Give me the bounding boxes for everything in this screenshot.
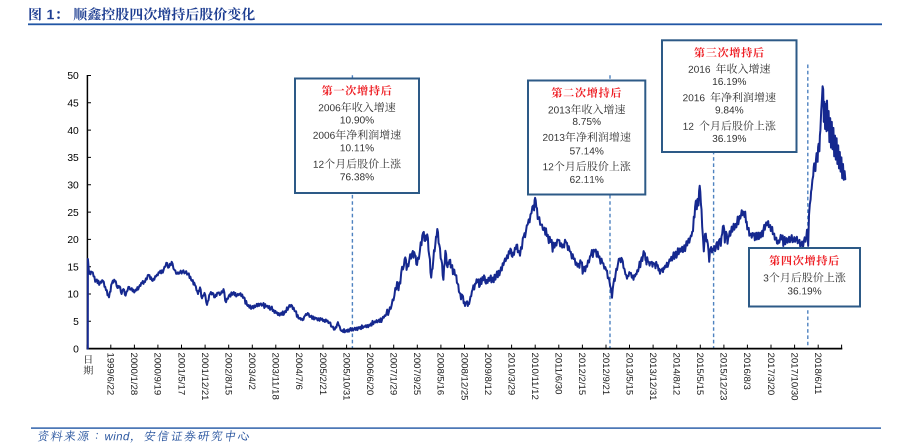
svg-text:2016/8/3: 2016/8/3 xyxy=(741,353,752,390)
svg-text:45: 45 xyxy=(67,99,79,110)
svg-text:2014/8/12: 2014/8/12 xyxy=(671,353,682,396)
svg-text:2003/4/2: 2003/4/2 xyxy=(246,353,257,390)
svg-text:15: 15 xyxy=(67,262,79,273)
svg-text:35: 35 xyxy=(67,153,79,164)
svg-text:2005/10/31: 2005/10/31 xyxy=(340,353,351,401)
svg-text:20: 20 xyxy=(67,235,79,246)
svg-text:2006/6/20: 2006/6/20 xyxy=(364,353,375,396)
svg-text:2008/12/25: 2008/12/25 xyxy=(458,353,469,401)
svg-text:2013/5/15: 2013/5/15 xyxy=(623,353,634,396)
svg-text:2007/1/29: 2007/1/29 xyxy=(388,353,399,396)
svg-text:2015/12/23: 2015/12/23 xyxy=(718,353,729,401)
svg-text:2001/12/21: 2001/12/21 xyxy=(199,353,210,401)
svg-text:2009/8/12: 2009/8/12 xyxy=(482,353,493,396)
svg-text:5: 5 xyxy=(73,317,79,328)
svg-text:2012/9/21: 2012/9/21 xyxy=(600,353,611,396)
svg-text:40: 40 xyxy=(67,126,79,137)
svg-text:2004/7/6: 2004/7/6 xyxy=(293,353,304,390)
svg-text:10: 10 xyxy=(67,290,79,301)
svg-text:2000/9/19: 2000/9/19 xyxy=(152,353,163,396)
svg-text:2000/1/28: 2000/1/28 xyxy=(128,353,139,396)
svg-text:25: 25 xyxy=(67,208,79,219)
svg-text:2001/5/17: 2001/5/17 xyxy=(175,353,186,396)
svg-text:2002/8/15: 2002/8/15 xyxy=(223,353,234,396)
svg-text:2012/2/15: 2012/2/15 xyxy=(576,353,587,396)
svg-text:2015/5/15: 2015/5/15 xyxy=(694,353,705,396)
svg-text:30: 30 xyxy=(67,180,79,191)
svg-text:2013/12/31: 2013/12/31 xyxy=(647,353,658,401)
svg-text:2003/11/18: 2003/11/18 xyxy=(270,353,281,400)
svg-text:2018/6/11: 2018/6/11 xyxy=(812,353,823,395)
svg-text:2017/3/20: 2017/3/20 xyxy=(765,353,776,396)
svg-text:2010/11/12: 2010/11/12 xyxy=(529,353,540,400)
svg-text:2007/9/25: 2007/9/25 xyxy=(411,353,422,396)
svg-text:2005/2/21: 2005/2/21 xyxy=(317,353,328,396)
svg-text:50: 50 xyxy=(67,71,79,82)
svg-text:2008/5/16: 2008/5/16 xyxy=(435,353,446,396)
svg-text:0: 0 xyxy=(73,344,79,355)
svg-text:1999/6/22: 1999/6/22 xyxy=(105,353,116,396)
svg-text:2017/10/30: 2017/10/30 xyxy=(788,353,799,401)
svg-text:2011/6/30: 2011/6/30 xyxy=(553,353,564,395)
svg-text:2010/3/29: 2010/3/29 xyxy=(505,353,516,396)
